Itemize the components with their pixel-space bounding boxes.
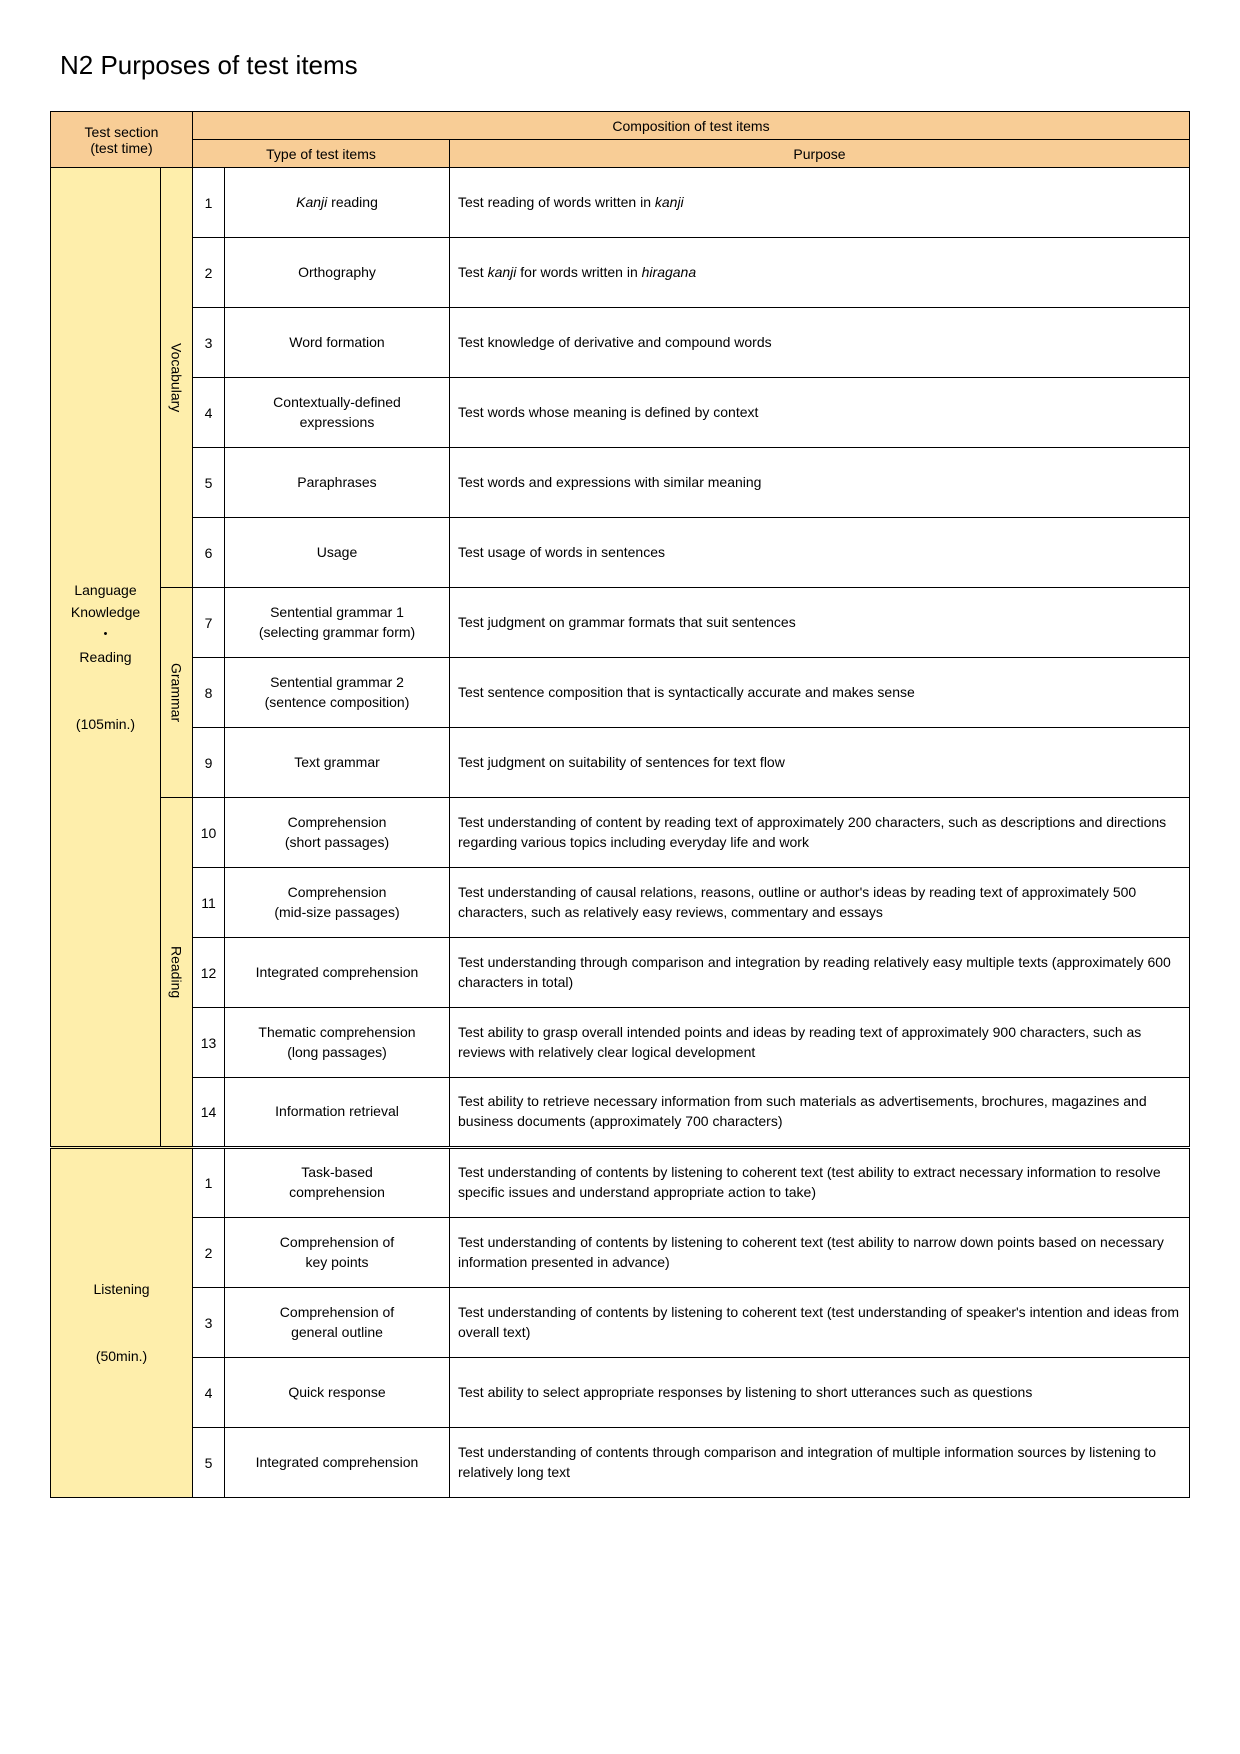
- item-purpose: Test understanding of contents by listen…: [450, 1148, 1190, 1218]
- item-number: 12: [193, 938, 225, 1008]
- header-test-section: Test section (test time): [51, 112, 193, 168]
- item-type: Thematic comprehension(long passages): [225, 1008, 450, 1078]
- item-number: 14: [193, 1078, 225, 1148]
- header-composition: Composition of test items: [193, 112, 1190, 140]
- item-type: Contextually-definedexpressions: [225, 378, 450, 448]
- item-number: 3: [193, 308, 225, 378]
- item-purpose: Test ability to retrieve necessary infor…: [450, 1078, 1190, 1148]
- item-type: Usage: [225, 518, 450, 588]
- item-type: Comprehension ofgeneral outline: [225, 1288, 450, 1358]
- item-purpose: Test words whose meaning is defined by c…: [450, 378, 1190, 448]
- subgroup-label: Reading: [161, 798, 193, 1148]
- item-type: Word formation: [225, 308, 450, 378]
- section-label: LanguageKnowledge・Reading(105min.): [51, 168, 161, 1148]
- item-number: 3: [193, 1288, 225, 1358]
- item-purpose: Test words and expressions with similar …: [450, 448, 1190, 518]
- header-type: Type of test items: [193, 140, 450, 168]
- item-purpose: Test understanding of contents through c…: [450, 1428, 1190, 1498]
- item-number: 4: [193, 378, 225, 448]
- item-type: Quick response: [225, 1358, 450, 1428]
- item-type: Orthography: [225, 238, 450, 308]
- item-purpose: Test understanding of causal relations, …: [450, 868, 1190, 938]
- item-type: Text grammar: [225, 728, 450, 798]
- item-number: 4: [193, 1358, 225, 1428]
- item-purpose: Test judgment on grammar formats that su…: [450, 588, 1190, 658]
- item-type: Information retrieval: [225, 1078, 450, 1148]
- item-purpose: Test ability to select appropriate respo…: [450, 1358, 1190, 1428]
- item-type: Integrated comprehension: [225, 938, 450, 1008]
- subgroup-label: Vocabulary: [161, 168, 193, 588]
- item-number: 10: [193, 798, 225, 868]
- item-type: Kanji reading: [225, 168, 450, 238]
- header-purpose: Purpose: [450, 140, 1190, 168]
- item-number: 7: [193, 588, 225, 658]
- item-purpose: Test ability to grasp overall intended p…: [450, 1008, 1190, 1078]
- item-number: 2: [193, 1218, 225, 1288]
- item-number: 5: [193, 1428, 225, 1498]
- subgroup-label: Grammar: [161, 588, 193, 798]
- item-type: Sentential grammar 1(selecting grammar f…: [225, 588, 450, 658]
- item-purpose: Test judgment on suitability of sentence…: [450, 728, 1190, 798]
- item-purpose: Test kanji for words written in hiragana: [450, 238, 1190, 308]
- item-purpose: Test understanding of contents by listen…: [450, 1288, 1190, 1358]
- item-type: Task-basedcomprehension: [225, 1148, 450, 1218]
- item-purpose: Test usage of words in sentences: [450, 518, 1190, 588]
- item-number: 6: [193, 518, 225, 588]
- section-label: Listening(50min.): [51, 1148, 193, 1498]
- item-number: 9: [193, 728, 225, 798]
- item-number: 2: [193, 238, 225, 308]
- item-number: 8: [193, 658, 225, 728]
- item-type: Comprehension(mid-size passages): [225, 868, 450, 938]
- item-purpose: Test understanding of contents by listen…: [450, 1218, 1190, 1288]
- item-purpose: Test understanding through comparison an…: [450, 938, 1190, 1008]
- item-purpose: Test sentence composition that is syntac…: [450, 658, 1190, 728]
- item-purpose: Test understanding of content by reading…: [450, 798, 1190, 868]
- page-title: N2 Purposes of test items: [60, 50, 1190, 81]
- item-number: 5: [193, 448, 225, 518]
- item-type: Comprehension(short passages): [225, 798, 450, 868]
- test-items-table: Test section (test time) Composition of …: [50, 111, 1190, 1498]
- item-type: Paraphrases: [225, 448, 450, 518]
- item-type: Comprehension ofkey points: [225, 1218, 450, 1288]
- item-number: 13: [193, 1008, 225, 1078]
- item-purpose: Test knowledge of derivative and compoun…: [450, 308, 1190, 378]
- item-purpose: Test reading of words written in kanji: [450, 168, 1190, 238]
- item-number: 1: [193, 1148, 225, 1218]
- item-number: 11: [193, 868, 225, 938]
- item-type: Sentential grammar 2(sentence compositio…: [225, 658, 450, 728]
- item-number: 1: [193, 168, 225, 238]
- item-type: Integrated comprehension: [225, 1428, 450, 1498]
